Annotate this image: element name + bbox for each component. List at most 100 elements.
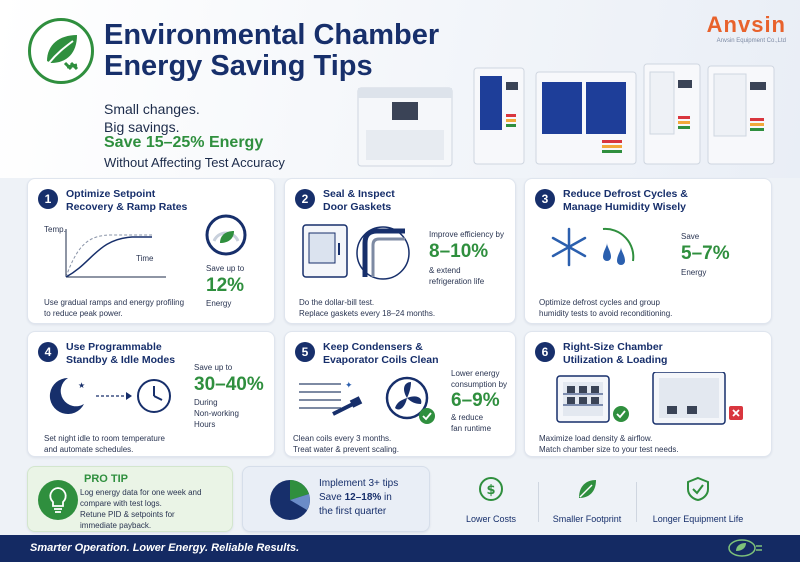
footer-slogan: Smarter Operation. Lower Energy. Reliabl…: [30, 542, 300, 554]
dollar-coin-icon: $: [479, 477, 503, 501]
pro-tip-line-3: Retune PID & setpoints for: [80, 510, 175, 519]
tip-title-line-1: Reduce Defrost Cycles &: [563, 188, 688, 200]
unit-line-1: & extend: [429, 266, 461, 275]
tip-card-3: 3 Reduce Defrost Cycles & Manage Humidit…: [524, 178, 772, 324]
save-prefix-line-1: Lower energy: [451, 369, 500, 378]
desc-line-2: Treat water & prevent scaling.: [293, 445, 399, 454]
title-line-1: Environmental Chamber: [104, 19, 440, 51]
tip-number: 1: [38, 189, 58, 209]
implement-save-value: 12–18%: [344, 492, 382, 503]
desc-line-1: Clean coils every 3 months.: [293, 434, 392, 443]
unit-line-2: fan runtime: [451, 424, 492, 433]
desc-line-2: and automate schedules.: [44, 445, 134, 454]
eco-plug-small-icon: [728, 539, 762, 557]
chamber-product-illustration: [357, 63, 775, 167]
desc-line-2: humidity tests to avoid reconditioning.: [539, 309, 673, 318]
tip-description: Maximize load density & airflow. Match c…: [539, 433, 679, 455]
implement-line-3: the first quarter: [319, 506, 387, 517]
tip-title-line-2: Utilization & Loading: [563, 354, 668, 366]
save-prefix: Lower energy consumption by: [451, 368, 507, 390]
benefit-lower-costs: $ Lower Costs: [448, 476, 534, 526]
tip-description: Do the dollar-bill test. Replace gaskets…: [299, 297, 435, 319]
eco-plug-logo: [28, 18, 94, 84]
moon-clock-icon: ★: [49, 377, 171, 414]
benefit-label: Lower Costs: [465, 514, 517, 524]
tip-title-line-2: Recovery & Ramp Rates: [66, 201, 188, 213]
brand-logo: Anvsin Anvsin Equipment Co.,Ltd: [707, 12, 786, 44]
gauge-leaf-icon: [205, 214, 247, 256]
desc-line-2: to reduce peak power.: [44, 309, 123, 318]
tip-title-line-1: Seal & Inspect: [323, 188, 395, 200]
pro-tip-body: Log energy data for one week and compare…: [80, 487, 201, 531]
graph-time-label: Time: [136, 254, 154, 263]
saving-value: 12%: [206, 275, 245, 296]
tip-card-2: 2 Seal & Inspect Door Gaskets Improve ef…: [284, 178, 516, 324]
svg-text:$: $: [486, 483, 495, 498]
snowflake-droplet-icon: [551, 227, 635, 267]
coil-fan-icon: ✦: [299, 376, 435, 424]
brand-subtitle: Anvsin Equipment Co.,Ltd: [716, 38, 786, 44]
tip-number: 3: [535, 189, 555, 209]
desc-line-2: Replace gaskets every 18–24 months.: [299, 309, 436, 318]
pro-tip-line-2: compare with test logs.: [80, 499, 162, 508]
desc-line-1: Use gradual ramps and energy profiling: [44, 298, 185, 307]
desc-line-1: Do the dollar-bill test.: [299, 298, 375, 307]
save-prefix: Improve efficiency by: [429, 230, 504, 239]
benefit-label: Longer Equipment Life: [652, 514, 744, 524]
saving-unit: Energy: [206, 299, 232, 308]
tip-title-line-1: Keep Condensers &: [323, 341, 423, 353]
tip-title: Use Programmable Standby & Idle Modes: [66, 341, 175, 367]
svg-text:★: ★: [78, 381, 85, 390]
saving-value: 5–7%: [681, 243, 730, 264]
tip-number: 5: [295, 342, 315, 362]
tip-title: Reduce Defrost Cycles & Manage Humidity …: [563, 188, 688, 214]
graph-temp-label: Temp.: [44, 225, 66, 234]
energy-highlight: Save 15–25% Energy: [104, 134, 264, 151]
unit-line-3: Hours: [194, 420, 216, 429]
tip-title-line-2: Standby & Idle Modes: [66, 354, 176, 366]
tip-description: Use gradual ramps and energy profiling t…: [44, 297, 184, 319]
benefit-label: Smaller Footprint: [552, 514, 622, 524]
tip-title-line-2: Door Gaskets: [323, 201, 392, 213]
tip-title-line-1: Right-Size Chamber: [563, 341, 663, 353]
leaf-icon: [579, 480, 596, 498]
saving-unit: During Non-working Hours: [194, 397, 239, 430]
save-prefix-line-2: consumption by: [451, 380, 508, 389]
chamber-3-icon: [535, 71, 637, 165]
tip-title-line-2: Evaporator Coils Clean: [323, 354, 439, 366]
unit-line-2: refrigeration life: [429, 277, 485, 286]
desc-line-1: Set night idle to room temperature: [44, 434, 165, 443]
tip-title: Seal & Inspect Door Gaskets: [323, 188, 395, 214]
tagline: Small changes. Big savings.: [104, 100, 200, 136]
saving-value: 8–10%: [429, 241, 489, 262]
pro-tip-panel: PRO TIP Log energy data for one week and…: [27, 466, 233, 532]
tagline-accuracy: Without Affecting Test Accuracy: [104, 155, 285, 170]
implement-panel: Implement 3+ tips Save 12–18% in the fir…: [242, 466, 430, 532]
desc-line-2: Match chamber size to your test needs.: [539, 445, 679, 454]
benefit-divider: [636, 482, 637, 522]
implement-save-suffix: in: [381, 492, 392, 503]
page-title: Environmental Chamber Energy Saving Tips: [104, 20, 439, 82]
lightbulb-icon: [38, 480, 78, 520]
chamber-loading-icon: [556, 372, 743, 425]
saving-unit: & extend refrigeration life: [429, 265, 484, 287]
benefit-smaller-footprint: Smaller Footprint: [542, 476, 632, 526]
saving-value: 30–40%: [194, 374, 264, 395]
tip-title: Right-Size Chamber Utilization & Loading: [563, 341, 667, 367]
save-prefix: Save up to: [206, 264, 245, 273]
door-gasket-icon: [302, 224, 410, 280]
svg-text:✦: ✦: [345, 381, 353, 391]
chamber-5-icon: [707, 65, 775, 165]
unit-line-1: During: [194, 398, 218, 407]
tip-number: 6: [535, 342, 555, 362]
benefit-longer-life: Longer Equipment Life: [640, 476, 756, 526]
implement-line-2: Save 12–18% in: [319, 491, 398, 505]
coil-icon: [299, 383, 341, 409]
title-line-2: Energy Saving Tips: [104, 50, 373, 82]
pro-tip-title: PRO TIP: [84, 473, 129, 485]
benefit-divider: [538, 482, 539, 522]
ramp-curve-graph: [65, 229, 166, 278]
tip-title-line-2: Manage Humidity Wisely: [563, 201, 687, 213]
pie-chart-icon: [270, 480, 310, 520]
tagline-line-2: Big savings.: [104, 119, 180, 135]
